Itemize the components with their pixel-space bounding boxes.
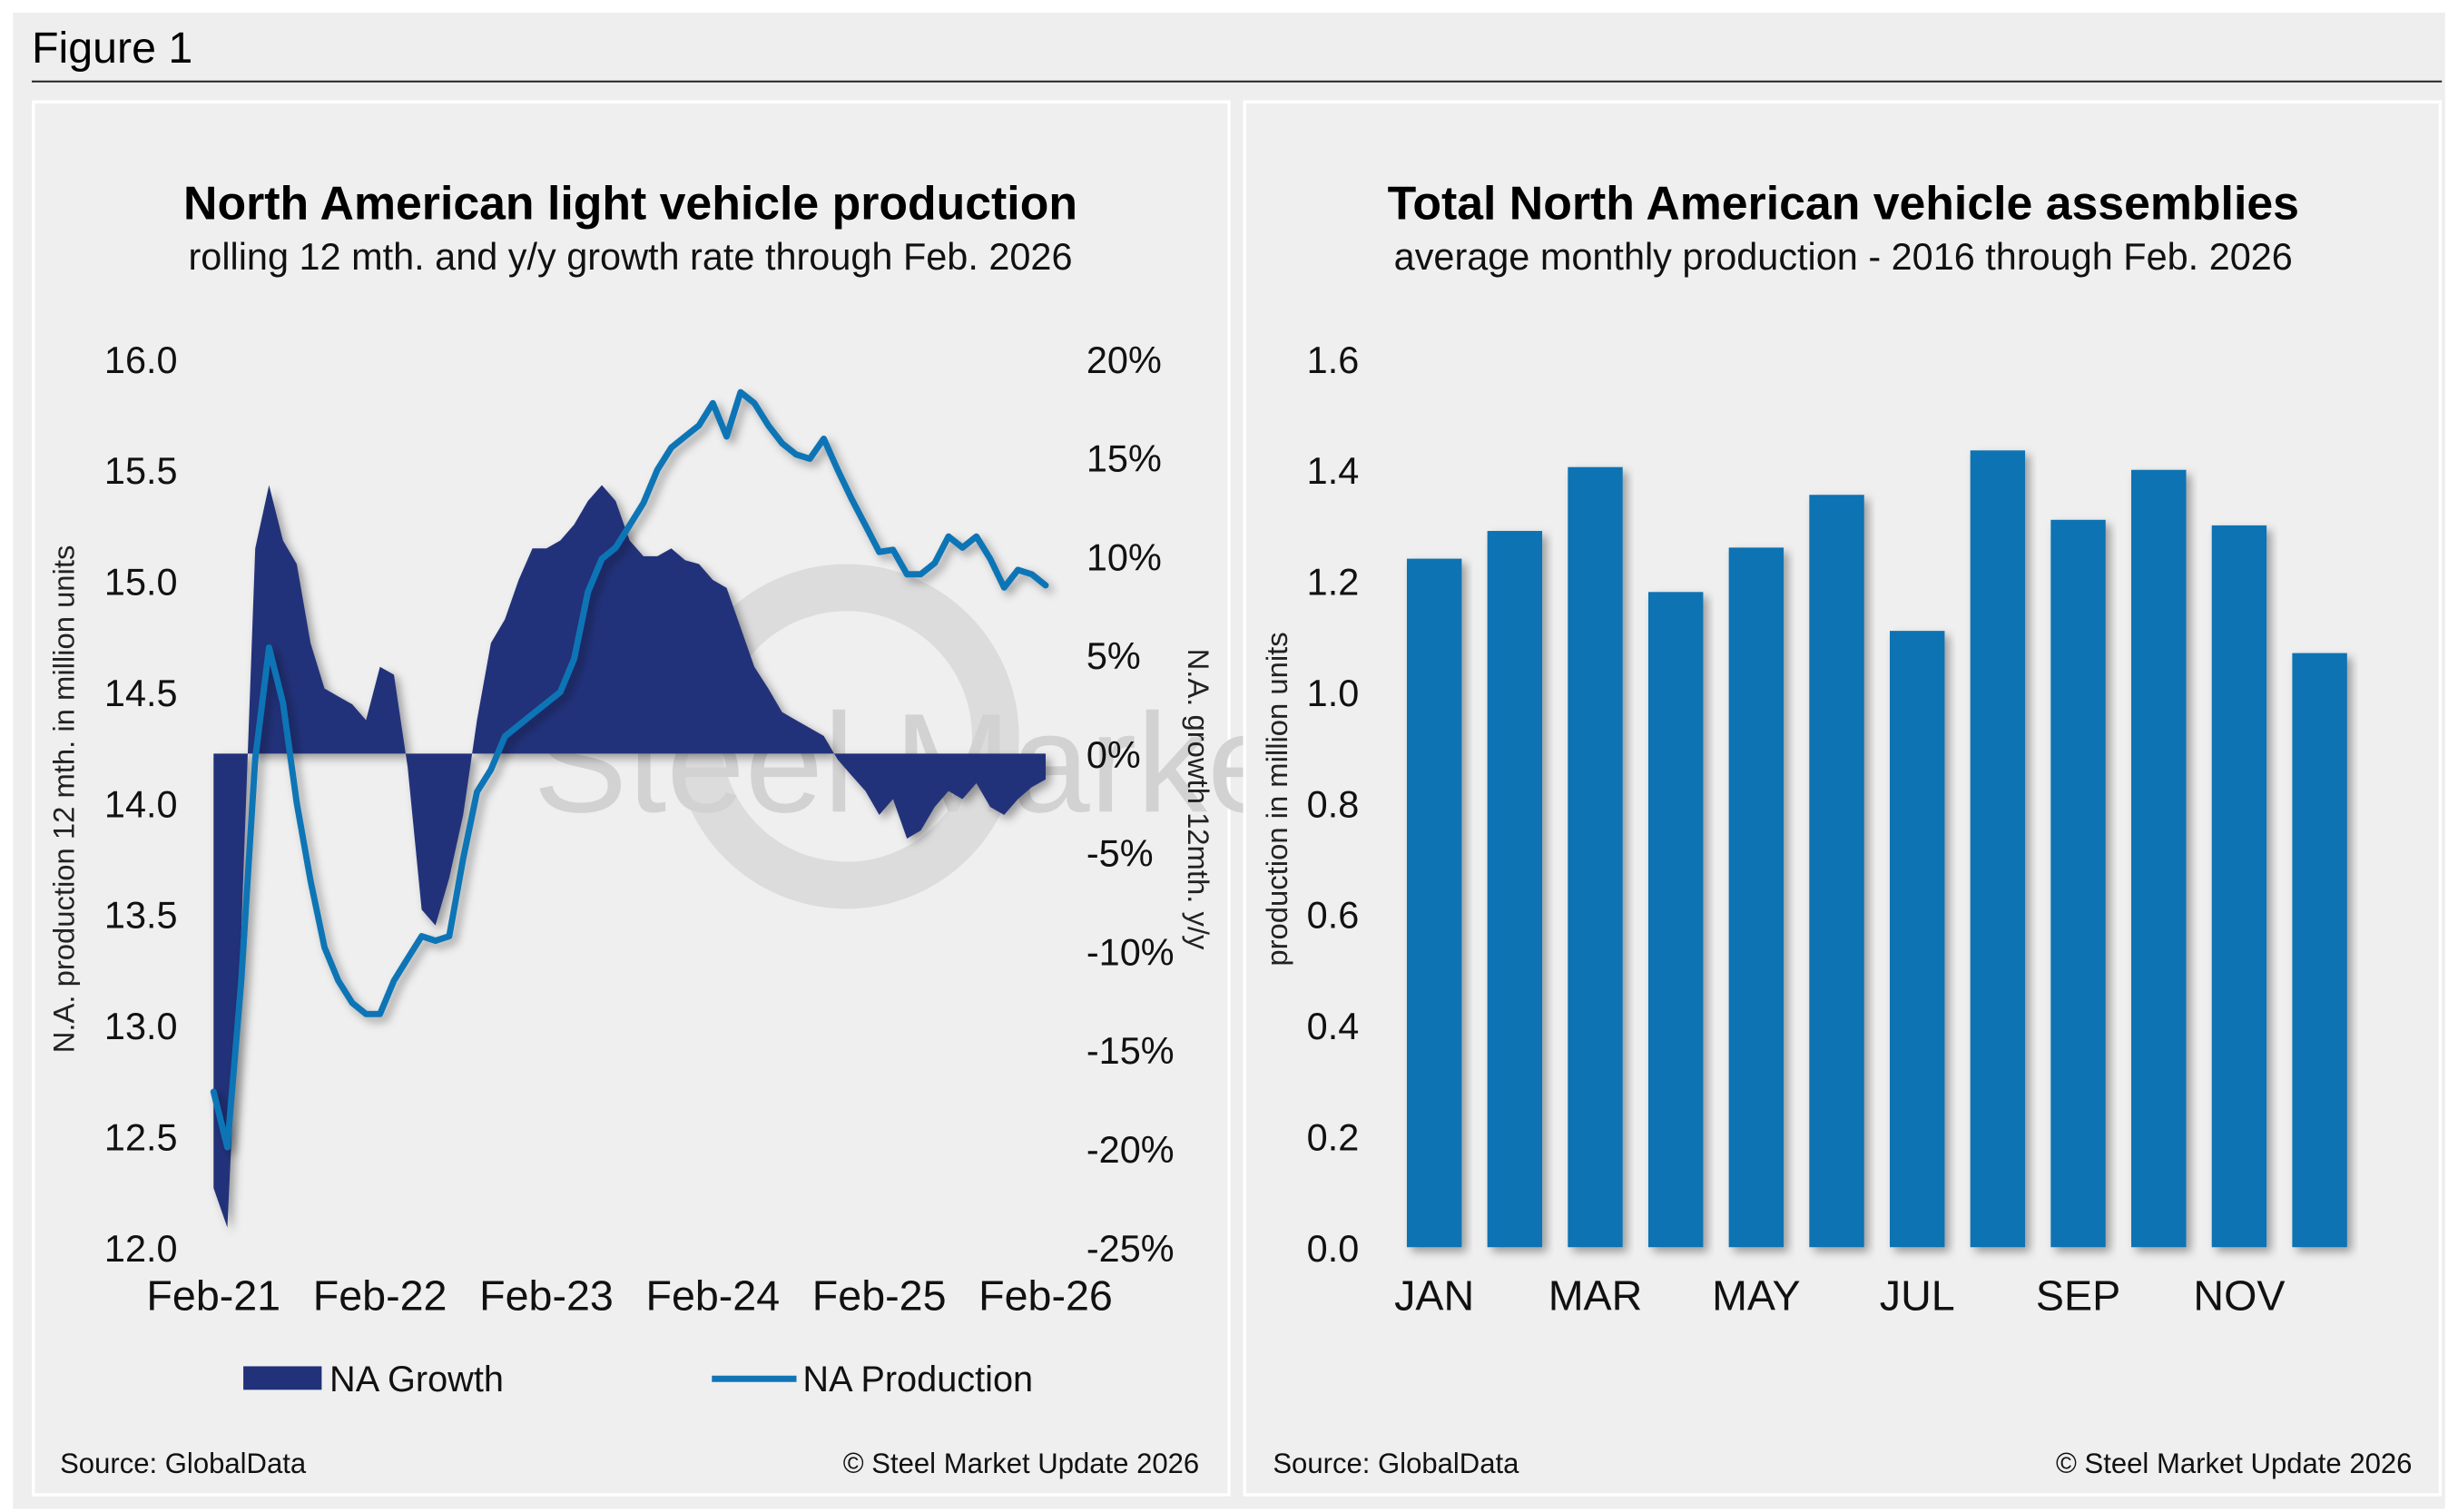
bar-oct (2131, 469, 2187, 1248)
bar-feb (1487, 531, 1543, 1248)
bar-y-tick: 1.0 (1307, 672, 1360, 714)
x-tick: Feb-24 (645, 1271, 780, 1319)
figure-label: Figure 1 (32, 24, 192, 73)
right-y-tick: -10% (1086, 930, 1175, 973)
bar-jul (1890, 631, 1945, 1248)
bar-y-tick: 1.2 (1307, 561, 1360, 604)
left-y-tick: 14.5 (104, 672, 178, 714)
bar-x-tick: SEP (2036, 1271, 2120, 1319)
x-tick: Feb-25 (812, 1271, 947, 1319)
bar-nov (2211, 525, 2267, 1248)
x-tick: Feb-26 (978, 1271, 1113, 1319)
bar-y-axis-title: production in million units (1260, 632, 1293, 966)
left-y-tick: 13.0 (104, 1005, 178, 1047)
bar-apr (1647, 592, 1704, 1248)
right-panel: Total North American vehicle assemblies … (1243, 100, 2443, 1497)
bar-mar (1568, 466, 1623, 1248)
legend-swatch-growth (243, 1366, 322, 1390)
na-growth-area (213, 485, 1047, 1228)
left-source: Source: GlobalData (60, 1448, 307, 1479)
right-y-tick: 10% (1086, 535, 1162, 578)
right-y-tick: 5% (1086, 634, 1141, 677)
bar-x-tick: NOV (2193, 1271, 2285, 1319)
bar-y-tick: 0.6 (1307, 894, 1360, 937)
bar-y-tick: 1.6 (1307, 339, 1360, 381)
legend-label-production: NA Production (802, 1360, 1033, 1399)
bar-y-tick: 0.4 (1307, 1005, 1360, 1047)
right-y-tick: -5% (1086, 832, 1154, 875)
left-y-tick: 13.5 (104, 894, 178, 937)
right-chart-subtitle: average monthly production - 2016 throug… (1394, 235, 2293, 278)
bar-x-tick: MAR (1549, 1271, 1643, 1319)
right-source: Source: GlobalData (1273, 1448, 1519, 1479)
bar-y-tick: 1.4 (1307, 449, 1360, 492)
right-y-axis-title: N.A. growth 12mth. y/y (1182, 649, 1215, 950)
bar-may (1728, 547, 1785, 1248)
bar-x-tick: JUL (1880, 1271, 1955, 1319)
bar-jan (1406, 558, 1462, 1248)
right-copyright: © Steel Market Update 2026 (2056, 1448, 2412, 1479)
left-y-tick: 15.0 (104, 561, 178, 604)
left-copyright: © Steel Market Update 2026 (843, 1448, 1199, 1479)
bar-jun (1809, 495, 1864, 1248)
left-chart-title: North American light vehicle production (183, 177, 1077, 230)
left-y-tick: 14.0 (104, 782, 178, 825)
right-y-tick: 0% (1086, 733, 1141, 776)
na-production-line (210, 388, 1049, 1151)
x-tick: Feb-22 (313, 1271, 447, 1319)
bar-x-tick: JAN (1394, 1271, 1474, 1319)
bar-y-tick: 0.8 (1307, 782, 1360, 825)
right-chart-title: Total North American vehicle assemblies (1388, 177, 2299, 230)
right-y-tick: -20% (1086, 1128, 1175, 1171)
bar-aug (1970, 450, 2026, 1248)
left-y-tick: 16.0 (104, 339, 178, 381)
bar-y-tick: 0.2 (1307, 1115, 1360, 1158)
legend-label-growth: NA Growth (329, 1360, 504, 1399)
right-y-tick: 20% (1086, 339, 1162, 381)
right-y-tick: -15% (1086, 1029, 1175, 1072)
left-y-tick: 12.0 (104, 1227, 178, 1270)
left-y-axis-title: N.A. production 12 mth. in million units (47, 545, 81, 1054)
bar-y-tick: 0.0 (1307, 1227, 1360, 1270)
bar-sep (2050, 519, 2106, 1248)
bar-dec (2292, 653, 2347, 1248)
left-y-tick: 15.5 (104, 449, 178, 492)
right-y-tick: 15% (1086, 437, 1162, 480)
left-chart-subtitle: rolling 12 mth. and y/y growth rate thro… (189, 235, 1073, 278)
right-y-tick: -25% (1086, 1227, 1175, 1270)
x-tick: Feb-23 (479, 1271, 614, 1319)
left-y-tick: 12.5 (104, 1115, 178, 1158)
left-panel: North American light vehicle production … (32, 100, 1819, 1497)
bar-x-tick: MAY (1712, 1271, 1801, 1319)
x-tick: Feb-21 (146, 1271, 280, 1319)
